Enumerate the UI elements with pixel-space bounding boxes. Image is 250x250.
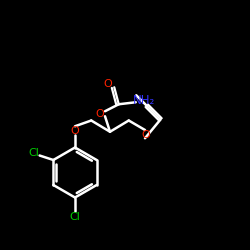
Text: Cl: Cl [70,212,80,222]
Text: O: O [95,109,104,119]
Text: O: O [141,130,150,140]
Text: O: O [71,126,80,136]
Text: O: O [104,79,112,89]
Text: NH₂: NH₂ [132,94,155,108]
Text: Cl: Cl [29,148,40,158]
